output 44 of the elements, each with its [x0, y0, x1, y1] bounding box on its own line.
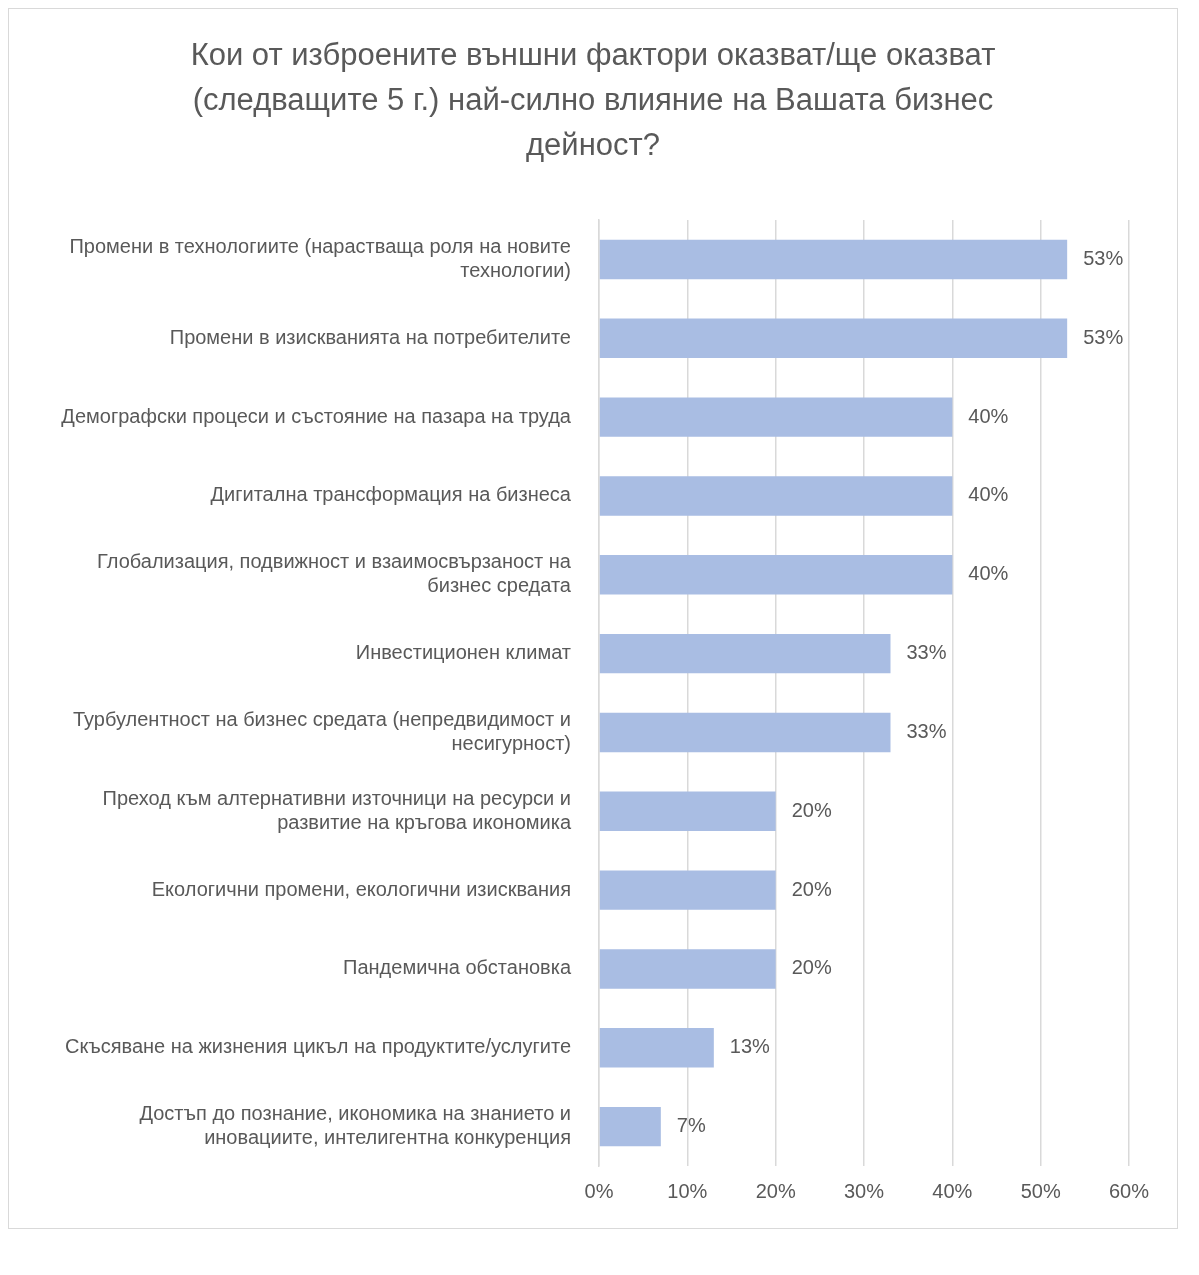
data-label: 53% — [1083, 325, 1124, 348]
x-tick-label: 30% — [843, 1179, 885, 1202]
bar — [599, 791, 776, 831]
y-tick-label: Турбулентност на бизнес средата (непредвидимост и несигурност) — [72, 707, 571, 754]
data-label: 20% — [791, 877, 832, 900]
data-label: 20% — [791, 798, 832, 821]
bar — [599, 554, 953, 595]
data-label: 40% — [968, 562, 1009, 585]
data-label: 33% — [906, 719, 947, 742]
x-tick-label: 20% — [755, 1179, 796, 1202]
bar — [599, 318, 1068, 358]
bar — [599, 1027, 714, 1068]
data-label: 40% — [968, 404, 1009, 427]
bar — [599, 712, 891, 752]
bar — [599, 633, 891, 674]
bar — [599, 476, 953, 516]
bar — [599, 239, 1068, 279]
data-label: 20% — [791, 956, 832, 979]
y-tick-label: Инвестиционен климат — [355, 640, 571, 663]
y-tick-label: Дигитална трансформация на бизнеса — [210, 483, 572, 506]
y-tick-label: Преход към алтернативни източници на ресурси и развитие на кръгова икономика — [102, 786, 572, 833]
x-tick-label: 0% — [584, 1179, 614, 1202]
data-label: 7% — [676, 1113, 706, 1136]
y-tick-label: Екологични промени, екологични изисквания — [151, 877, 571, 900]
bar — [599, 1106, 661, 1147]
x-tick-label: 60% — [1108, 1179, 1150, 1202]
data-label: 53% — [1083, 246, 1124, 269]
data-label: 40% — [968, 483, 1009, 506]
x-tick-label: 50% — [1020, 1179, 1061, 1202]
bar — [599, 870, 776, 910]
chart-title: Кои от изброените външни фактори оказват/ще оказват (следващите 5 г.) най-силно влияние на Вашата бизнес дейност? — [189, 36, 997, 164]
y-tick-label: Глобализация, подвижност и взаимосвързаност на бизнес средата — [97, 550, 572, 597]
y-tick-label: Достъп до познание, икономика на знанието и иновациите, интелигентна конкуренция — [139, 1101, 571, 1148]
bar — [599, 397, 953, 437]
x-tick-label: 40% — [932, 1179, 973, 1202]
y-tick-label: Скъсяване на жизнения цикъл на продуктите/услугите — [64, 1035, 571, 1058]
y-tick-label: Демографски процеси и състояние на пазара на труда — [61, 404, 572, 427]
bar — [599, 949, 776, 989]
data-label: 13% — [729, 1035, 771, 1058]
y-tick-label: Промени в технологиите (нарастваща роля на новите технологии) — [69, 234, 571, 281]
y-tick-label: Промени в изискванията на потребителите — [169, 325, 571, 348]
data-label: 33% — [906, 640, 947, 663]
y-tick-label: Пандемична обстановка — [343, 956, 572, 979]
x-tick-label: 10% — [667, 1179, 708, 1202]
